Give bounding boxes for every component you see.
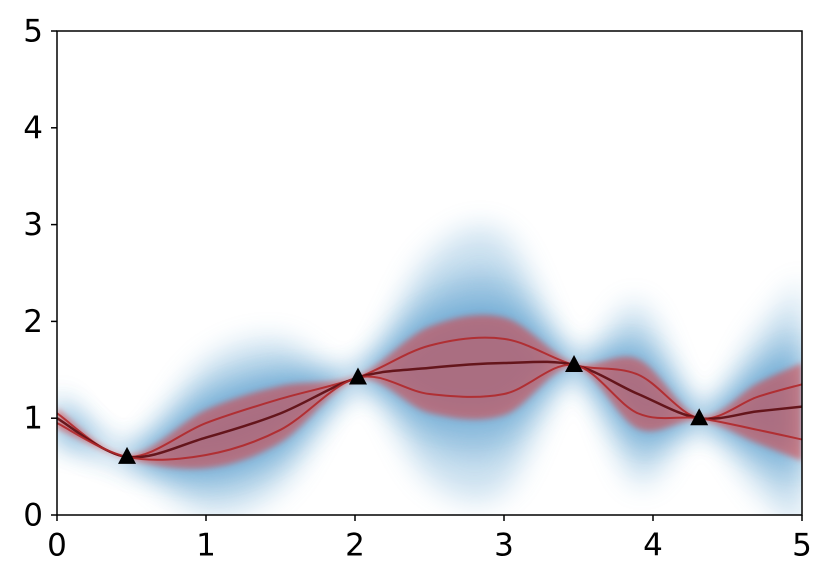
x-tick-label: 4 (643, 528, 663, 564)
sample-band (57, 314, 802, 469)
x-tick-label: 5 (792, 528, 812, 564)
y-tick-label: 2 (23, 304, 43, 340)
y-tick-label: 1 (23, 401, 43, 437)
y-tick-label: 3 (23, 207, 43, 243)
y-tick-label: 5 (23, 14, 43, 50)
observation (690, 408, 709, 426)
x-tick-label: 3 (494, 528, 514, 564)
x-tick-label: 2 (345, 528, 365, 564)
axes-frame (56, 30, 803, 516)
plot-area (57, 227, 802, 515)
y-tick-label: 4 (23, 110, 43, 146)
x-tick-label: 1 (196, 528, 216, 564)
observation (348, 367, 367, 385)
x-tick-label: 0 (47, 528, 67, 564)
y-tick-label: 0 (23, 498, 43, 534)
observation (565, 354, 584, 372)
observation (118, 446, 137, 464)
